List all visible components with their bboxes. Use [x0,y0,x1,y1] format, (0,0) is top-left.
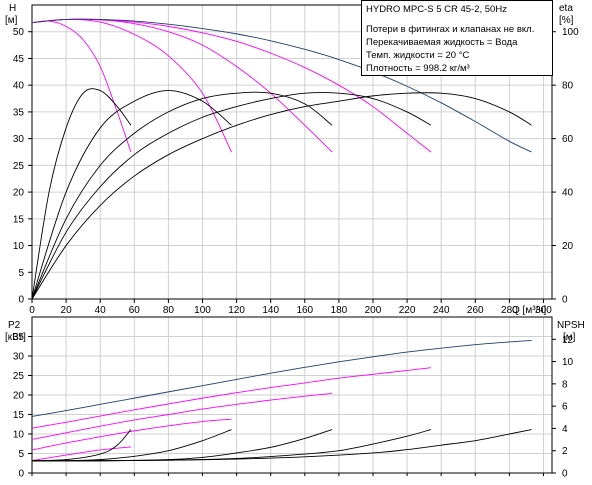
plot-frame-top [31,4,553,300]
efficiency-curve-10 [31,92,532,300]
power-curve-4 [31,367,432,429]
y-right-unit-bottom: [м] [563,332,576,343]
y-left-tick-label: 40 [13,81,25,92]
y-right-label: eta [559,3,573,14]
head-curve-1 [31,20,132,153]
power-curve-1 [31,446,131,461]
head-curve-5 [31,18,532,153]
y-left-unit: [м] [5,15,18,26]
y-left-tick-label: 15 [13,214,25,225]
y-left-tick-label: 25 [13,161,25,172]
efficiency-curve-8 [31,91,333,300]
efficiency-curve-7 [31,90,232,300]
y-left-tick-label: 35 [13,107,25,118]
y-left-tick-label: 50 [13,27,25,38]
y-right-tick-label: 6 [562,402,568,413]
y-left-tick-label: 30 [13,134,25,145]
x-tick-label: 40 [95,305,107,316]
y-right-tick-label: 20 [562,241,574,252]
x-tick-label: 100 [194,305,211,316]
y-right-tick-label: 0 [562,469,568,480]
y-right-tick-label: 100 [562,27,579,38]
power-curve-5 [31,339,532,417]
y-right-tick-label: 12 [562,335,574,346]
y-left-label-bottom: P2 [8,320,21,331]
y-left-tick-label: 15 [13,410,25,421]
y-left-tick-label: 5 [18,268,24,279]
x-tick-label: 240 [433,305,450,316]
y-left-tick-label: 0 [18,469,24,480]
y-left-label: H [9,3,16,14]
npsh-curve-6 [31,429,132,462]
x-tick-label: 140 [262,305,279,316]
y-right-tick-label: 40 [562,188,574,199]
y-left-unit-bottom: [кВт] [5,332,26,343]
y-left-tick-label: 25 [13,371,25,382]
note-density: Плотность = 998.2 кг/м³ [366,63,470,74]
y-left-tick-label: 10 [13,430,25,441]
y-right-tick-label: 10 [562,357,574,368]
x-tick-label: 80 [163,305,175,316]
info-box: HYDRO MPC-S 5 CR 45-2, 50Hz Потери в фит… [361,0,553,76]
x-tick-label: 300 [535,305,552,316]
efficiency-curve-9 [31,92,432,300]
y-left-tick-label: 20 [13,188,25,199]
note-temperature: Темп. жидкости = 20 °C [366,50,470,61]
x-tick-label: 60 [129,305,141,316]
y-right-tick-label: 80 [562,81,574,92]
chart-title: HYDRO MPC-S 5 CR 45-2, 50Hz [366,4,507,15]
x-tick-label: 260 [467,305,484,316]
power-curve-2 [31,418,232,451]
x-tick-label: 20 [61,305,73,316]
head-curve-2 [31,18,232,153]
x-tick-label: 120 [228,305,245,316]
y-right-unit: [%] [559,15,574,26]
note-fittings: Потери в фитингах и клапанах не вкл. [366,24,535,35]
npsh-curve-10 [31,429,532,462]
y-right-label-bottom: NPSH [557,320,585,331]
x-tick-label: 280 [501,305,518,316]
y-left-tick-label: 30 [13,352,25,363]
x-tick-label: 180 [331,305,348,316]
x-tick-label: 220 [399,305,416,316]
y-right-tick-label: 8 [562,379,568,390]
power-curve-3 [31,392,333,440]
x-tick-label: 160 [296,305,313,316]
y-left-tick-label: 5 [18,449,24,460]
efficiency-curve-6 [31,88,132,300]
y-left-tick-label: 20 [13,391,25,402]
x-tick-label: 200 [365,305,382,316]
x-axis-label: Q [м³/ч] [512,305,547,316]
y-right-tick-label: 0 [562,295,568,306]
x-tick-label: 0 [29,305,35,316]
y-left-tick-label: 45 [13,54,25,65]
y-right-tick-label: 60 [562,134,574,145]
y-right-tick-label: 4 [562,424,568,435]
y-left-tick-label: 10 [13,241,25,252]
note-liquid: Перекачиваемая жидкость = Вода [366,37,518,48]
y-left-tick-label: 35 [13,332,25,343]
y-left-tick-label: 0 [18,295,24,306]
y-right-tick-label: 2 [562,446,568,457]
